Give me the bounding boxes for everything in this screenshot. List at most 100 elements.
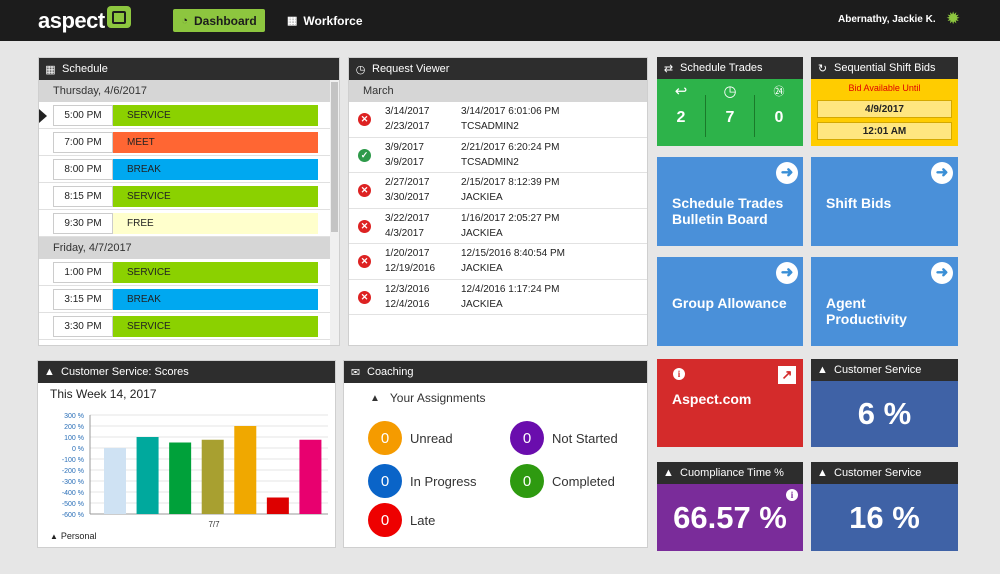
schedule-list[interactable]: Thursday, 4/6/2017 5:00 PM SERVICE 7:00 PM M…: [39, 80, 339, 340]
check-icon: ✓: [358, 148, 371, 162]
schedule-scrollbar[interactable]: [330, 80, 339, 345]
arrow-right-icon[interactable]: ➜: [931, 262, 953, 284]
schedule-row[interactable]: 1:00 PM SERVICE: [39, 259, 339, 286]
schedule-panel: ▦ Schedule Thursday, 4/6/2017 5:00 PM SERV…: [38, 57, 340, 346]
request-row[interactable]: ✕ 12/3/2016 12/4/2016 12/4/2016 1:17:24 PM J…: [349, 280, 647, 315]
schedule-day-label: Friday, 4/7/2017: [53, 242, 132, 254]
aspect-logo[interactable]: aspect: [38, 6, 131, 34]
schedule-row[interactable]: 7:00 PM MEET: [39, 129, 339, 156]
schedule-trades-tile[interactable]: ⇄ Schedule Trades ↩ 2 ◷ 7 ㉔ 0: [657, 57, 803, 146]
clock-icon: ◷: [723, 83, 737, 100]
schedule-activity: SERVICE: [113, 186, 318, 207]
compliance-tile[interactable]: ▲ Cuompliance Time % i 66.57 %: [657, 462, 803, 551]
nav-workforce-button[interactable]: ▦ Workforce: [287, 9, 363, 32]
y-tick-label: 300 %: [64, 413, 84, 420]
logo-text: aspect: [38, 8, 105, 33]
request-submitted: 2/21/2017 6:20:24 PM: [461, 141, 560, 153]
person-icon: ▲: [370, 392, 380, 404]
request-end: 2/23/2017: [385, 121, 430, 132]
request-by: JACKIEA: [461, 298, 503, 310]
request-viewer-title: Request Viewer: [372, 63, 450, 75]
scores-header: ▲ Customer Service: Scores: [38, 361, 335, 383]
chat-icon: ✉: [350, 366, 361, 379]
request-row[interactable]: ✕ 3/14/2017 2/23/2017 3/14/2017 6:01:06 PM T…: [349, 102, 647, 138]
schedule-time: 3:30 PM: [53, 316, 113, 337]
request-submitted: 1/16/2017 2:05:27 PM: [461, 212, 560, 224]
schedule-trades-header: ⇄ Schedule Trades: [657, 57, 803, 79]
schedule-activity: FREE: [113, 213, 318, 234]
request-viewer-header: ◷ Request Viewer: [349, 58, 647, 80]
request-by: JACKIEA: [461, 263, 503, 274]
user-name[interactable]: Abernathy, Jackie K.: [838, 14, 936, 25]
compliance-title: Cuompliance Time %: [680, 467, 784, 479]
request-row[interactable]: ✕ 3/22/2017 4/3/2017 1/16/2017 2:05:27 PM JA…: [349, 209, 647, 244]
coaching-label: Not Started: [552, 430, 618, 446]
request-end: 3/9/2017: [385, 156, 424, 168]
calendar-icon: ▦: [45, 63, 56, 76]
schedule-activity: SERVICE: [113, 105, 318, 126]
swap-icon: ⇄: [663, 62, 674, 75]
schedule-time: 1:00 PM: [53, 262, 113, 283]
divider: [754, 95, 755, 137]
request-by: JACKIEA: [461, 192, 503, 203]
nav-dashboard-button[interactable]: ◔ Dashboard: [173, 9, 265, 32]
schedule-row[interactable]: 3:15 PM BREAK: [39, 286, 339, 313]
trades-incoming[interactable]: ↩ 2: [657, 83, 705, 127]
coaching-item[interactable]: 0 Late: [368, 503, 435, 537]
coaching-item[interactable]: 0 In Progress: [368, 464, 476, 498]
gear-icon[interactable]: ✹: [946, 9, 961, 28]
bulletin-board-title: Schedule Trades Bulletin Board: [672, 195, 784, 227]
schedule-time: 8:15 PM: [53, 186, 113, 207]
trades-24h[interactable]: ㉔ 0: [755, 83, 803, 127]
coaching-count: 0: [510, 421, 544, 455]
scores-legend: ▲ Personal: [50, 531, 96, 541]
scores-title: Customer Service: Scores: [61, 366, 189, 378]
legend-personal: Personal: [60, 531, 97, 541]
request-row[interactable]: ✕ 1/20/2017 12/19/2016 12/15/2016 8:40:54 P…: [349, 244, 647, 280]
sequential-shift-bids-tile[interactable]: ↻ Sequential Shift Bids Bid Available Un…: [811, 57, 958, 146]
schedule-row[interactable]: 8:15 PM SERVICE: [39, 183, 339, 210]
agent-productivity-tile[interactable]: ➜ Agent Productivity: [811, 257, 958, 346]
customer-service-tile[interactable]: ▲ Customer Service 6 %: [811, 359, 958, 447]
schedule-day-header: Thursday, 4/6/2017: [39, 80, 339, 102]
arrow-right-icon[interactable]: ➜: [931, 162, 953, 184]
request-submitted: 2/15/2017 8:12:39 PM: [461, 177, 560, 188]
person-icon: ▲: [44, 366, 55, 378]
schedule-row[interactable]: 5:00 PM SERVICE: [39, 102, 339, 129]
coaching-label: Completed: [552, 473, 615, 489]
aspect-com-tile[interactable]: i ↗ Aspect.com: [657, 359, 803, 447]
external-link-icon[interactable]: ↗: [778, 366, 796, 384]
shift-bids-tile[interactable]: ➜ Shift Bids: [811, 157, 958, 246]
schedule-row[interactable]: 9:30 PM FREE: [39, 210, 339, 237]
trades-24h-value: 0: [774, 109, 784, 126]
schedule-row[interactable]: 8:00 PM BREAK: [39, 156, 339, 183]
request-row[interactable]: ✕ 2/27/2017 3/30/2017 2/15/2017 8:12:39 PM J…: [349, 173, 647, 209]
bulletin-board-tile[interactable]: ➜ Schedule Trades Bulletin Board: [657, 157, 803, 246]
request-row[interactable]: ✓ 3/9/2017 3/9/2017 2/21/2017 6:20:24 PM TCS…: [349, 138, 647, 173]
compliance-value: 66.57 %: [673, 500, 787, 535]
arrow-right-icon[interactable]: ➜: [776, 162, 798, 184]
customer-service-tile-2[interactable]: ▲ Customer Service 16 %: [811, 462, 958, 551]
trades-pending[interactable]: ◷ 7: [706, 83, 754, 127]
y-tick-label: 200 %: [64, 424, 84, 431]
close-icon: ✕: [358, 219, 371, 233]
coaching-label: Late: [410, 512, 436, 528]
customer-service-header: ▲ Customer Service: [811, 462, 958, 484]
y-tick-label: -100 %: [62, 457, 84, 464]
chart-bar: [299, 439, 322, 514]
arrow-right-icon[interactable]: ➜: [776, 262, 798, 284]
group-allowance-tile[interactable]: ➜ Group Allowance: [657, 257, 803, 346]
request-end: 12/19/2016: [385, 263, 436, 274]
clock-icon: ◷: [355, 63, 366, 76]
scrollbar-thumb[interactable]: [331, 82, 338, 232]
y-tick-label: -600 %: [62, 512, 84, 519]
nav-dashboard-label: Dashboard: [193, 13, 257, 28]
y-tick-label: -300 %: [62, 479, 84, 486]
customer-service-value: 16 %: [849, 500, 920, 535]
coaching-item[interactable]: 0 Not Started: [510, 421, 618, 455]
schedule-activity: SERVICE: [113, 262, 318, 283]
schedule-row[interactable]: 3:30 PM SERVICE: [39, 313, 339, 340]
schedule-header: ▦ Schedule: [39, 58, 339, 80]
coaching-item[interactable]: 0 Unread: [368, 421, 453, 455]
coaching-item[interactable]: 0 Completed: [510, 464, 615, 498]
